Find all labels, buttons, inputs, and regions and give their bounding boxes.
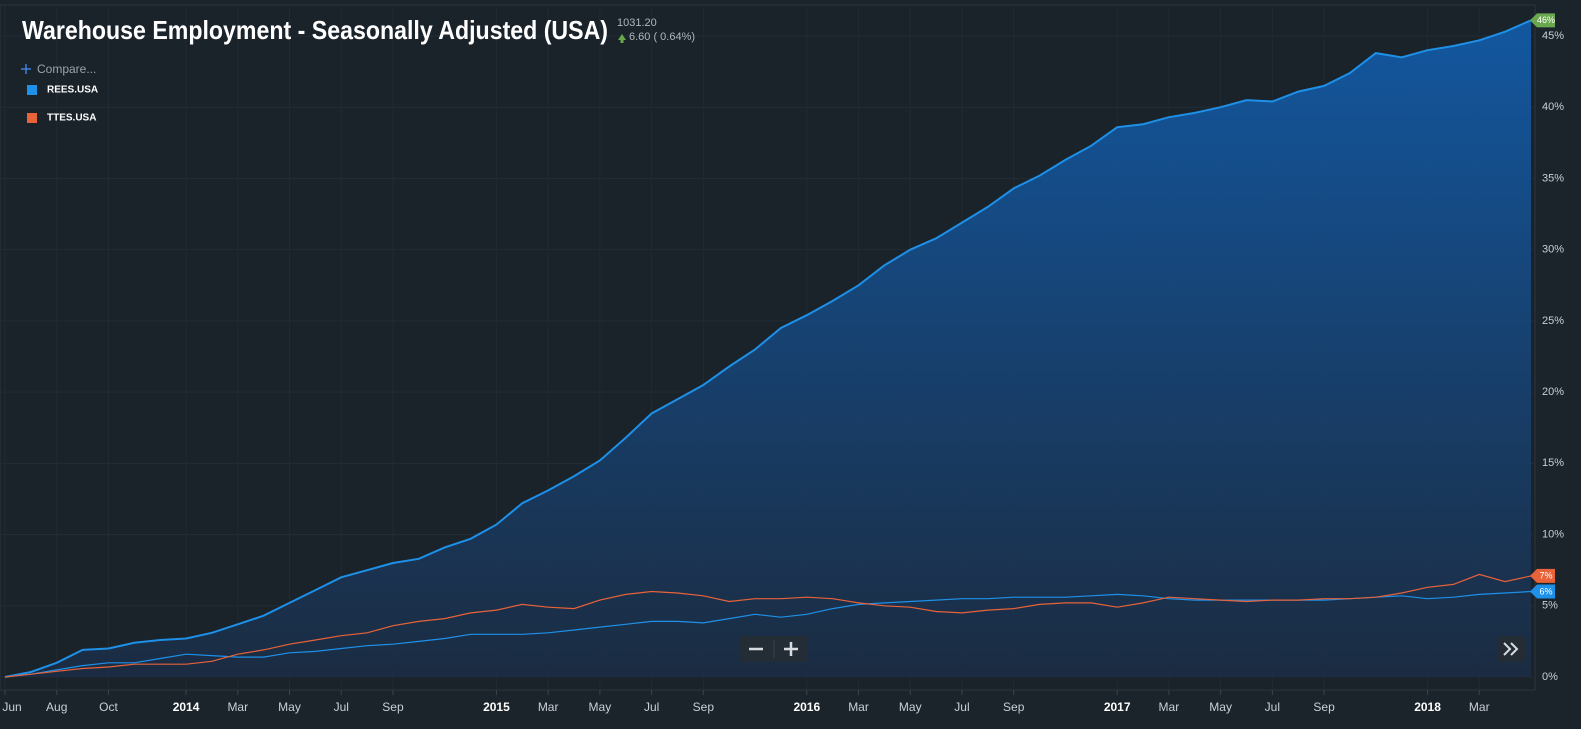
compare-label[interactable]: Compare... [37,62,96,76]
x-tick-label: 2018 [1414,700,1441,714]
y-tick-label: 25% [1542,315,1564,327]
legend-swatch [27,85,37,95]
y-tick-label: 40% [1542,101,1564,113]
end-label-tag [1530,13,1555,28]
marks [4,19,1532,678]
end-label-tag [1530,568,1555,583]
end-label: 7% [1539,571,1552,581]
x-tick-label: Sep [382,700,404,714]
x-tick-label: Mar [1159,700,1180,714]
line [4,573,1532,678]
x-tick-label: Jun [2,700,21,714]
x-tick-label: May [589,700,612,714]
x-tick-label: Mar [848,700,869,714]
x-tick-label: 2016 [793,700,820,714]
x-tick-label: 2015 [483,700,510,714]
y-tick-label: 15% [1542,457,1564,469]
x-tick-label: Jul [954,700,969,714]
x-tick-label: Sep [1313,700,1335,714]
labels: 0% 5% 10% 15% 20% 25% 30% 35% 40% 45% Jun Aug Oct 201… [2,13,1564,714]
x-tick-label: Mar [1469,700,1490,714]
x-tick-label: Jul [1265,700,1280,714]
chart-title: Warehouse Employment - Seasonally Adjust… [22,15,608,45]
y-tick-label: 10% [1542,528,1564,540]
x-tick-label: Aug [46,700,67,714]
zoom-controls [740,636,1525,662]
end-label: 46% [1537,15,1555,25]
x-tick-label: Jul [644,700,659,714]
x-tick-label: May [278,700,301,714]
x-tick-label: Mar [538,700,559,714]
x-tick-label: Jul [334,700,349,714]
y-tick-label: 45% [1542,30,1564,42]
compare-button[interactable]: Compare... [21,62,96,76]
legend-swatch [27,113,37,123]
end-label-tag [1530,584,1555,599]
y-tick-label: 0% [1542,671,1558,683]
x-tick-label: Sep [693,700,715,714]
change: 6.60 ( 0.64%) [629,31,695,43]
legend-label: REES.USA [47,85,98,96]
y-tick-label: 30% [1542,244,1564,256]
up-arrow [618,34,626,43]
line [4,19,1532,678]
x-tick-label: May [899,700,922,714]
scroll-icon [1503,642,1519,656]
y-tick-label: 20% [1542,386,1564,398]
x-tick-label: May [1209,700,1232,714]
area [5,20,1531,678]
x-tick-label: Sep [1003,700,1025,714]
x-tick-label: Oct [99,700,118,714]
x-tick-label: 2017 [1104,700,1131,714]
x-tick-label: Mar [227,700,248,714]
last-value: 1031.20 [617,17,657,29]
y-tick-label: 35% [1542,172,1564,184]
legend-label: TTES.USA [47,113,96,124]
x-tick-label: 2014 [173,700,200,714]
end-label: 6% [1539,586,1552,596]
y-tick-label: 5% [1542,600,1558,612]
